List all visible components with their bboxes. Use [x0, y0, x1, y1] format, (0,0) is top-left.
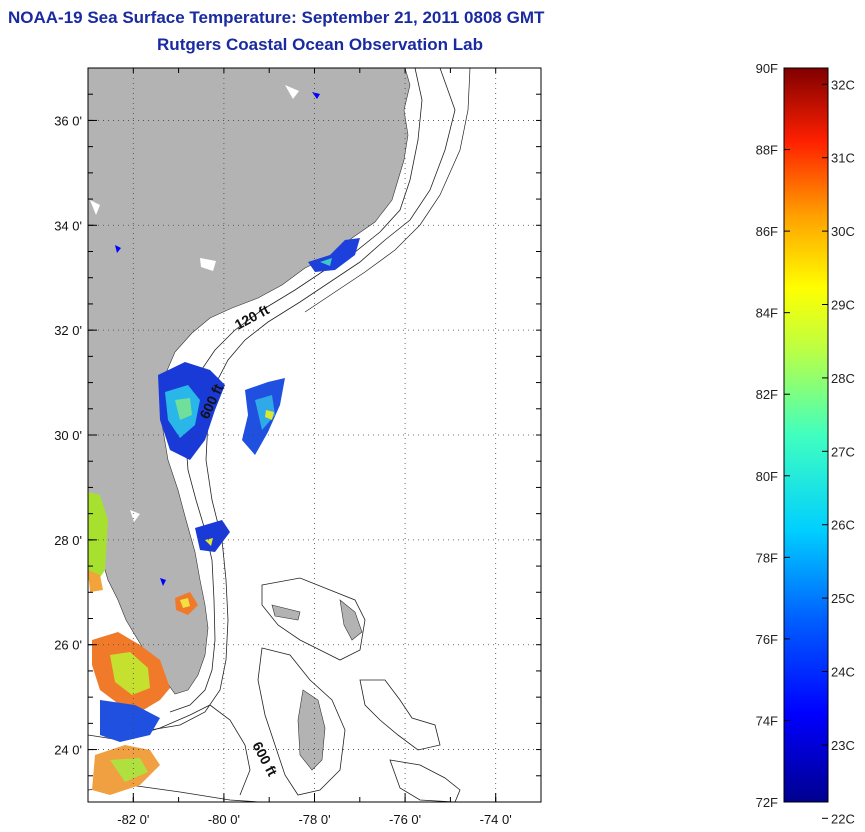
contour-bahamas-bank — [389, 759, 461, 802]
colorbar-f-label: 80F — [756, 469, 778, 484]
y-tick-label: 26 0' — [54, 638, 82, 653]
colorbar-c-label: 26C — [831, 518, 855, 533]
y-tick-label: 24 0' — [54, 743, 82, 758]
colorbar-c-label: 24C — [831, 665, 855, 680]
x-tick-label: -82 0' — [117, 812, 149, 827]
colorbar-f-label: 76F — [756, 632, 778, 647]
sst-data-patches — [88, 92, 360, 795]
colorbar-f-label: 84F — [756, 306, 778, 321]
colorbar-c-label: 29C — [831, 298, 855, 313]
colorbar-f-label: 82F — [756, 387, 778, 402]
map-subtitle: Rutgers Coastal Ocean Observation Lab — [157, 35, 483, 54]
land-bahamas-andros — [297, 689, 326, 771]
x-tick-label: -80 0' — [208, 812, 240, 827]
colorbar-c-label: 27C — [831, 444, 855, 459]
map-grid — [88, 68, 541, 802]
contour-600ft — [149, 68, 456, 731]
y-tick-label: 34 0' — [54, 218, 82, 233]
colorbar-fahrenheit-labels: 90F 88F 86F 84F 82F 80F 78F 76F 74F 72F — [756, 61, 778, 810]
land-bahamas-grand — [271, 604, 301, 621]
colorbar-f-label: 72F — [756, 795, 778, 810]
contour-deep — [304, 68, 471, 313]
colorbar-c-label: 23C — [831, 738, 855, 753]
colorbar-c-label: 31C — [831, 151, 855, 166]
temperature-colorbar — [783, 67, 829, 803]
inland-water — [285, 85, 299, 99]
inland-water — [130, 510, 140, 522]
y-tick-label: 32 0' — [54, 323, 82, 338]
colorbar-f-label: 88F — [756, 143, 778, 158]
colorbar-ticks — [784, 67, 828, 819]
colorbar-celsius-labels: 32C 31C 30C 29C 28C 27C 26C 25C 24C 23C 22C — [831, 77, 855, 826]
colorbar-c-label: 22C — [831, 811, 855, 826]
x-tick-label: -76 0' — [389, 812, 421, 827]
map-title: NOAA-19 Sea Surface Temperature: Septemb… — [8, 8, 545, 27]
land-bahamas-abaco — [339, 599, 363, 641]
map-axis-ticks — [87, 67, 542, 803]
x-tick-label: -74 0' — [480, 812, 512, 827]
colorbar-f-label: 90F — [756, 61, 778, 76]
colorbar-c-label: 32C — [831, 77, 855, 92]
contour-bahamas-bank — [261, 577, 366, 661]
land-us-east-coast — [88, 68, 411, 695]
colorbar-c-label: 28C — [831, 371, 855, 386]
x-tick-label: -78 0' — [298, 812, 330, 827]
contour-bahamas-bank — [257, 647, 346, 796]
inland-water — [90, 200, 100, 215]
colorbar-f-label: 74F — [756, 713, 778, 728]
colorbar-c-label: 30C — [831, 224, 855, 239]
inland-water — [200, 258, 216, 271]
y-tick-label: 30 0' — [54, 428, 82, 443]
longitude-axis: -82 0' -80 0' -78 0' -76 0' -74 0' — [117, 812, 512, 827]
y-tick-label: 28 0' — [54, 533, 82, 548]
latitude-axis: 36 0' 34 0' 32 0' 30 0' 28 0' 26 0' 24 0' — [54, 113, 82, 757]
contour-bahamas-bank — [359, 679, 441, 751]
y-tick-label: 36 0' — [54, 113, 82, 128]
colorbar-f-label: 86F — [756, 224, 778, 239]
colorbar-c-label: 25C — [831, 591, 855, 606]
colorbar-f-label: 78F — [756, 550, 778, 565]
